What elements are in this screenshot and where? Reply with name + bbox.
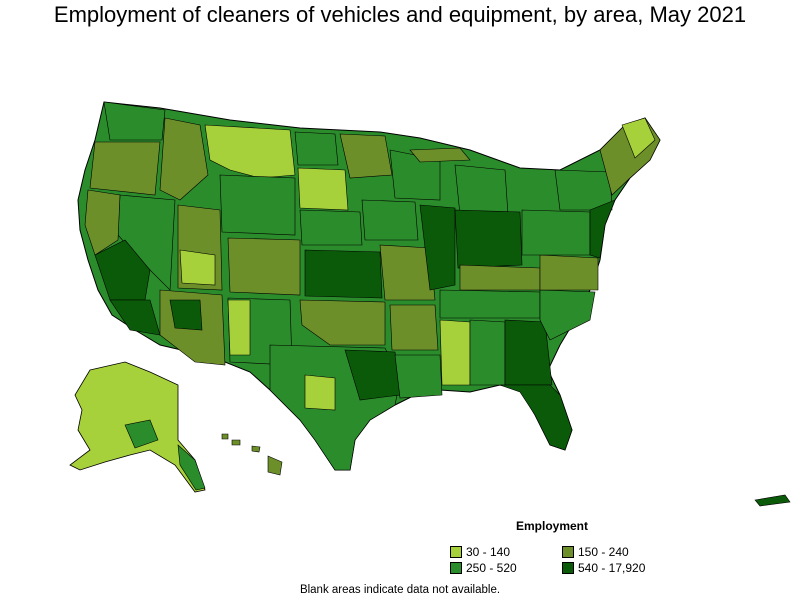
south-dakota-area[interactable] [297, 167, 349, 211]
legend-item-dark: 540 - 17,920 [562, 561, 645, 575]
alaska-south-area[interactable] [124, 419, 159, 449]
minnesota-area[interactable] [339, 133, 393, 179]
colorado-area[interactable] [227, 237, 301, 296]
legend-item-olive: 150 - 240 [562, 545, 629, 559]
legend-swatch-light [450, 546, 462, 558]
area-polygons [84, 101, 661, 471]
legend-label-medium: 250 - 520 [466, 561, 517, 575]
puerto-rico-region[interactable] [754, 494, 791, 507]
nebraska-area[interactable] [299, 209, 363, 246]
hawaii-island-oahu[interactable] [231, 439, 241, 446]
carolinas-area[interactable] [539, 289, 596, 341]
maine-area[interactable] [621, 117, 656, 159]
arkansas-area[interactable] [389, 304, 439, 351]
washington-area[interactable] [103, 101, 166, 141]
arizona-west-area[interactable] [169, 299, 203, 331]
legend-swatch-dark [562, 562, 574, 574]
hawaii-island-maui[interactable] [251, 445, 261, 453]
texas-west-area[interactable] [304, 374, 336, 411]
legend-title: Employment [516, 519, 589, 533]
new-mexico-west-area[interactable] [227, 299, 251, 356]
oklahoma-area[interactable] [299, 299, 386, 346]
florida-area[interactable] [499, 384, 573, 451]
footnote: Blank areas indicate data not available. [299, 584, 501, 596]
tennessee-area[interactable] [439, 289, 541, 319]
louisiana-area[interactable] [394, 354, 443, 399]
hawaii-island-kauai[interactable] [221, 433, 229, 440]
iowa-area[interactable] [361, 199, 419, 241]
georgia-area[interactable] [504, 319, 553, 386]
new-york-area[interactable] [554, 169, 613, 211]
utah-south-area[interactable] [179, 249, 216, 286]
oregon-area[interactable] [89, 141, 161, 196]
legend-label-light: 30 - 140 [466, 545, 511, 559]
upper-peninsula-area[interactable] [409, 147, 471, 163]
idaho-area[interactable] [159, 117, 209, 201]
pennsylvania-area[interactable] [521, 209, 591, 256]
legend-item-medium: 250 - 520 [450, 561, 517, 575]
illinois-area[interactable] [419, 204, 456, 291]
northeast-corridor-area[interactable] [589, 199, 616, 259]
indiana-ohio-area[interactable] [454, 209, 523, 269]
mississippi-area[interactable] [439, 319, 471, 386]
map-title: Employment of cleaners of vehicles and e… [53, 2, 747, 27]
missouri-area[interactable] [379, 244, 436, 301]
alaska-panhandle-area[interactable] [177, 444, 206, 491]
kansas-area[interactable] [304, 249, 383, 299]
alabama-area[interactable] [469, 319, 506, 386]
north-dakota-area[interactable] [294, 131, 339, 166]
legend-swatch-olive [562, 546, 574, 558]
legend-label-dark: 540 - 17,920 [578, 561, 646, 575]
california-central-area[interactable] [94, 239, 151, 301]
virginia-area[interactable] [539, 254, 599, 291]
california-south-area[interactable] [109, 299, 161, 336]
hawaii-island-big[interactable] [267, 455, 283, 476]
legend-label-olive: 150 - 240 [578, 545, 629, 559]
california-north-area[interactable] [84, 189, 121, 256]
hawaii-region [221, 433, 283, 476]
legend-swatch-medium [450, 562, 462, 574]
kentucky-area[interactable] [459, 264, 541, 291]
legend-item-light: 30 - 140 [450, 545, 510, 559]
michigan-area[interactable] [454, 164, 509, 216]
wyoming-area[interactable] [219, 174, 296, 236]
